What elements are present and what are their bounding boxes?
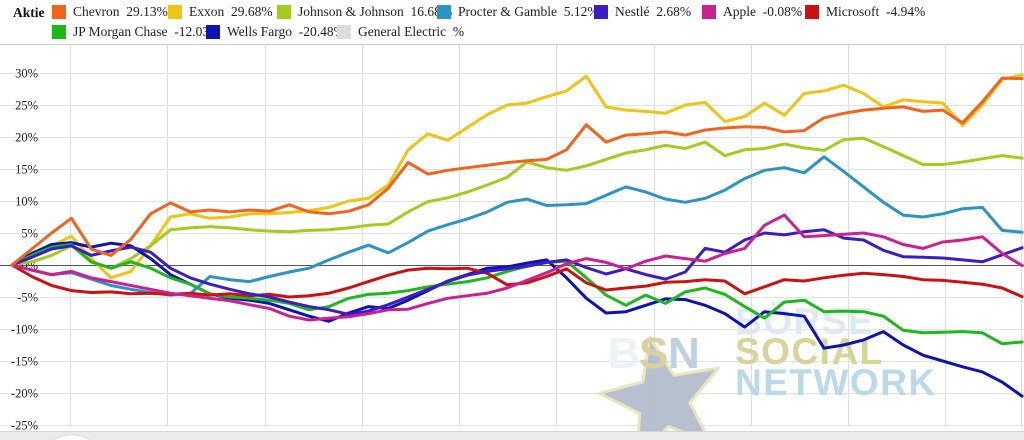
y-axis-tick-label: -15% — [11, 355, 38, 369]
legend-item-chevron[interactable]: Chevron 29.13% — [52, 4, 168, 20]
series-line-johnson-johnson[interactable] — [10, 136, 1024, 270]
series-line-wells-fargo[interactable] — [10, 241, 1024, 398]
y-axis-tick-label: -10% — [11, 323, 38, 337]
performance-line-chart: 30%25%20%15%10%5%0%-5%-10%-15%-20%-25%B S… — [0, 44, 1024, 431]
series-line-nestl[interactable] — [10, 228, 1024, 316]
legend-item-label: Nestlé 2.68% — [615, 4, 692, 19]
watermark-star-letter: N — [668, 329, 700, 378]
legend-item-label: Apple -0.08% — [723, 4, 803, 19]
legend-item-procter-gamble[interactable]: Procter & Gamble 5.12% — [437, 4, 599, 20]
legend-item-apple[interactable]: Apple -0.08% — [702, 4, 802, 20]
legend-item-label: Procter & Gamble 5.12% — [458, 4, 599, 19]
legend-item-label: Chevron 29.13% — [73, 4, 168, 19]
legend-item-label: Microsoft -4.94% — [826, 4, 926, 19]
legend-item-microsoft[interactable]: Microsoft -4.94% — [805, 4, 925, 20]
legend-swatch — [702, 5, 716, 19]
legend-item-label: General Electric % — [358, 24, 465, 39]
watermark-word-b-rse: BÖRSE — [735, 301, 874, 342]
legend-swatch — [206, 25, 220, 39]
y-axis-tick-label: 20% — [15, 131, 38, 145]
legend-item-label: Johnson & Johnson 16.68% — [298, 4, 453, 19]
legend-title: Aktie — [13, 5, 45, 20]
legend-item-label: JP Morgan Chase -12.03% — [73, 24, 221, 39]
legend: Aktie Chevron 29.13% Exxon 29.68% Johnson … — [0, 0, 1024, 44]
watermark-star-letter: B — [608, 329, 640, 378]
legend-swatch — [52, 25, 66, 39]
watermark-star-icon — [597, 335, 720, 431]
y-axis-tick-label: 10% — [15, 195, 38, 209]
legend-item-johnson-johnson[interactable]: Johnson & Johnson 16.68% — [277, 4, 452, 20]
y-axis-tick-label: -20% — [11, 387, 38, 401]
watermark-word-network: NETWORK — [735, 362, 937, 403]
legend-item-label: Exxon 29.68% — [189, 4, 273, 19]
legend-swatch — [52, 5, 66, 19]
series-line-apple[interactable] — [10, 213, 1024, 322]
legend-item-jp-morgan-chase[interactable]: JP Morgan Chase -12.03% — [52, 24, 220, 40]
y-axis-tick-label: 25% — [15, 99, 38, 113]
scrollbar-handle[interactable] — [40, 434, 103, 440]
y-axis-tick-label: 30% — [15, 67, 38, 81]
y-axis-tick-label: -25% — [11, 419, 38, 432]
legend-swatch — [277, 5, 291, 19]
legend-item-nestl[interactable]: Nestlé 2.68% — [594, 4, 691, 20]
series-line-exxon[interactable] — [10, 73, 1024, 280]
legend-swatch — [337, 25, 351, 39]
legend-swatch — [168, 5, 182, 19]
series-line-chevron[interactable] — [10, 76, 1024, 267]
watermark-word-social: SOCIAL — [735, 331, 884, 372]
legend-swatch — [437, 5, 451, 19]
chart-scrollbar[interactable] — [0, 431, 1024, 440]
legend-swatch — [805, 5, 819, 19]
legend-item-exxon[interactable]: Exxon 29.68% — [168, 4, 273, 20]
legend-item-general-electric[interactable]: General Electric % — [337, 24, 464, 40]
y-axis-tick-label: -5% — [17, 291, 38, 305]
watermark-star-letter: S — [639, 329, 668, 378]
legend-item-label: Wells Fargo -20.48% — [227, 24, 345, 39]
y-axis-tick-label: 15% — [15, 163, 38, 177]
legend-swatch — [594, 5, 608, 19]
legend-item-wells-fargo[interactable]: Wells Fargo -20.48% — [206, 24, 345, 40]
y-axis-tick-label: 5% — [21, 227, 38, 241]
